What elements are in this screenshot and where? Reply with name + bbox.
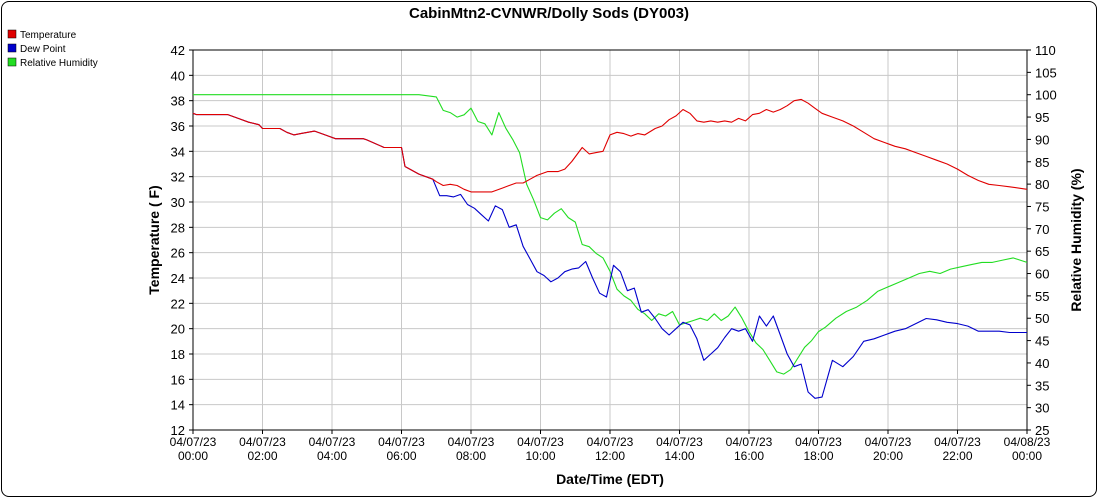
y-tick-label-right: 75 bbox=[1035, 199, 1049, 214]
x-tick-label-date: 04/07/23 bbox=[517, 435, 564, 449]
x-tick-label-time: 06:00 bbox=[386, 449, 416, 463]
x-tick-label-time: 22:00 bbox=[942, 449, 972, 463]
y-tick-label-right: 80 bbox=[1035, 177, 1049, 192]
y-axis-label-left: Temperature ( F) bbox=[146, 185, 162, 294]
y-tick-label-right: 70 bbox=[1035, 222, 1049, 237]
y-tick-label-left: 38 bbox=[171, 94, 185, 109]
x-tick-label-time: 18:00 bbox=[803, 449, 833, 463]
x-tick-label-time: 02:00 bbox=[247, 449, 277, 463]
x-tick-label-date: 04/07/23 bbox=[170, 435, 217, 449]
y-tick-label-right: 105 bbox=[1035, 65, 1057, 80]
y-tick-label-left: 18 bbox=[171, 347, 185, 362]
legend-swatch-dew-point bbox=[7, 43, 17, 53]
y-axis-label-right: Relative Humidity (%) bbox=[1068, 168, 1084, 311]
legend-item-dew-point: Dew Point bbox=[7, 43, 66, 55]
y-tick-label-left: 26 bbox=[171, 246, 185, 261]
ticks-layer: 12 14 16 18 20 22 24 26 28 30 32 34 36 38 40 42 25 30 35 40… bbox=[170, 43, 1057, 463]
x-tick-label-date: 04/08/23 bbox=[1004, 435, 1051, 449]
y-tick-label-right: 55 bbox=[1035, 289, 1049, 304]
y-tick-label-right: 85 bbox=[1035, 155, 1049, 170]
x-axis-label: Date/Time (EDT) bbox=[556, 471, 664, 487]
series-line-relative-humidity bbox=[193, 94, 1028, 375]
y-tick-label-left: 22 bbox=[171, 296, 185, 311]
legend-label-temperature: Temperature bbox=[20, 30, 77, 41]
x-tick-label-date: 04/07/23 bbox=[378, 435, 425, 449]
legend: Temperature Dew Point Relative Humidity bbox=[7, 29, 98, 69]
grid-layer bbox=[192, 49, 1028, 431]
y-tick-label-left: 36 bbox=[171, 119, 185, 134]
y-tick-label-right: 50 bbox=[1035, 311, 1049, 326]
x-tick-label-time: 14:00 bbox=[664, 449, 694, 463]
y-tick-label-left: 28 bbox=[171, 220, 185, 235]
y-tick-label-left: 16 bbox=[171, 372, 185, 387]
legend-label-relative-humidity: Relative Humidity bbox=[20, 58, 98, 69]
y-tick-label-right: 35 bbox=[1035, 378, 1049, 393]
x-tick-label-time: 08:00 bbox=[456, 449, 486, 463]
y-tick-label-right: 45 bbox=[1035, 334, 1049, 349]
y-tick-label-left: 12 bbox=[171, 423, 185, 438]
x-tick-label-time: 16:00 bbox=[734, 449, 764, 463]
y-tick-label-right: 95 bbox=[1035, 110, 1049, 125]
x-tick-label-time: 00:00 bbox=[1012, 449, 1042, 463]
series-line-temperature bbox=[192, 98, 1028, 193]
x-tick-label-date: 04/07/23 bbox=[795, 435, 842, 449]
legend-swatch-temperature bbox=[7, 29, 17, 39]
y-tick-label-left: 24 bbox=[171, 271, 185, 286]
y-tick-label-right: 90 bbox=[1035, 132, 1049, 147]
x-tick-label-date: 04/07/23 bbox=[239, 435, 286, 449]
legend-label-dew-point: Dew Point bbox=[20, 44, 66, 55]
y-tick-label-left: 30 bbox=[171, 195, 185, 210]
chart-title: CabinMtn2-CVNWR/Dolly Sods (DY003) bbox=[409, 5, 689, 22]
x-tick-label-time: 12:00 bbox=[595, 449, 625, 463]
x-tick-label-time: 04:00 bbox=[317, 449, 347, 463]
y-tick-label-left: 32 bbox=[171, 170, 185, 185]
legend-item-relative-humidity: Relative Humidity bbox=[7, 57, 98, 69]
y-tick-label-right: 30 bbox=[1035, 401, 1049, 416]
legend-swatch-relative-humidity bbox=[7, 57, 17, 67]
y-tick-label-left: 20 bbox=[171, 322, 185, 337]
y-tick-label-right: 60 bbox=[1035, 267, 1049, 282]
x-tick-label-time: 10:00 bbox=[525, 449, 555, 463]
y-tick-label-left: 40 bbox=[171, 68, 185, 83]
y-tick-label-right: 65 bbox=[1035, 244, 1049, 259]
y-tick-label-left: 34 bbox=[171, 144, 185, 159]
y-tick-label-right: 25 bbox=[1035, 423, 1049, 438]
x-tick-label-time: 00:00 bbox=[178, 449, 208, 463]
x-tick-label-date: 04/07/23 bbox=[309, 435, 356, 449]
x-tick-label-date: 04/07/23 bbox=[656, 435, 703, 449]
x-tick-label-time: 20:00 bbox=[873, 449, 903, 463]
series-layer bbox=[192, 94, 1028, 399]
x-tick-label-date: 04/07/23 bbox=[587, 435, 634, 449]
x-tick-label-date: 04/07/23 bbox=[726, 435, 773, 449]
x-tick-label-date: 04/07/23 bbox=[865, 435, 912, 449]
y-tick-label-left: 42 bbox=[171, 43, 185, 58]
y-tick-label-right: 110 bbox=[1035, 43, 1056, 58]
y-tick-label-left: 14 bbox=[171, 398, 185, 413]
x-tick-label-date: 04/07/23 bbox=[934, 435, 981, 449]
y-tick-label-right: 100 bbox=[1035, 88, 1057, 103]
y-tick-label-right: 40 bbox=[1035, 356, 1049, 371]
x-tick-label-date: 04/07/23 bbox=[448, 435, 495, 449]
legend-item-temperature: Temperature bbox=[7, 29, 77, 41]
